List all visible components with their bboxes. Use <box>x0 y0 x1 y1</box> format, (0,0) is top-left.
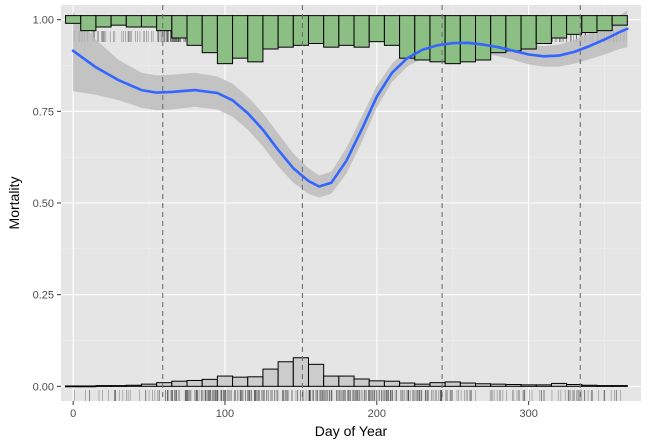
top-hist-bar <box>292 15 309 46</box>
top-hist-bar <box>383 15 401 46</box>
bottom-hist-bar <box>125 384 142 387</box>
bottom-hist-bar <box>232 376 249 387</box>
bottom-hist-bar <box>505 384 522 387</box>
bottom-hist-bar <box>323 375 340 387</box>
bottom-hist-bar <box>520 384 537 387</box>
y-tick-label: 0.25 <box>33 290 54 302</box>
bottom-hist-bar <box>156 382 173 387</box>
x-tick-label: 300 <box>519 408 537 420</box>
bottom-hist-bar <box>140 383 158 387</box>
bottom-hist-bar <box>65 385 82 388</box>
top-hist-bar <box>95 15 112 28</box>
x-tick-label: 0 <box>70 408 76 420</box>
bottom-hist-bar <box>277 361 294 387</box>
bottom-hist-bar <box>292 357 309 387</box>
top-hist-bar <box>232 15 249 59</box>
top-hist-bar <box>581 15 598 33</box>
bottom-hist-bar <box>475 383 492 387</box>
bottom-hist-bar <box>368 380 385 387</box>
y-tick-label: 0.00 <box>33 381 54 393</box>
bottom-hist-bar <box>535 384 552 387</box>
top-hist-bar <box>399 15 416 59</box>
bottom-hist-bar <box>611 385 628 387</box>
confidence-ribbon-layer <box>73 10 628 198</box>
top-hist-bar <box>171 15 188 39</box>
top-hist-bar <box>186 15 203 46</box>
y-tick-label: 1.00 <box>33 15 54 27</box>
bottom-hist-bar <box>429 382 446 387</box>
top-hist-bar <box>459 15 477 63</box>
top-hist-bar <box>156 15 173 32</box>
x-tick-label: 200 <box>368 408 386 420</box>
bottom-hist-bar <box>95 385 112 387</box>
top-hist-bar <box>444 15 461 65</box>
bottom-hist-bar <box>171 380 188 387</box>
top-hist-bar <box>611 15 628 26</box>
top-hist-bar <box>201 15 218 54</box>
bottom-hist-bar <box>216 375 234 387</box>
y-axis-ticks: 0.00 0.25 0.50 0.75 1.00 <box>33 15 61 393</box>
bottom-hist-bar <box>353 378 370 387</box>
top-hist-bar <box>65 15 82 24</box>
top-hist-bar <box>247 15 264 63</box>
bottom-hist-bar <box>262 368 279 387</box>
bottom-hist-bar <box>80 385 97 388</box>
top-hist-bar <box>566 15 583 35</box>
bottom-hist-bar <box>414 383 431 387</box>
smooth-curve <box>71 27 629 188</box>
x-axis-ticks: 0 100 200 300 <box>70 401 538 420</box>
bottom-hist-bar <box>459 382 477 387</box>
top-hist-bar <box>535 15 552 44</box>
top-hist-bar <box>338 15 355 46</box>
top-hist-bar <box>475 15 492 61</box>
y-axis-title: Mortality <box>6 177 22 230</box>
top-hist-bar <box>80 15 97 32</box>
top-hist-bar <box>216 15 234 65</box>
top-hist-bar <box>262 15 279 50</box>
confidence-ribbon <box>73 10 628 198</box>
bottom-hist-bar <box>307 363 325 387</box>
top-hist-bar <box>140 15 158 28</box>
bottom-hist-bar <box>247 376 264 387</box>
bottom-hist-bar <box>383 380 401 387</box>
x-tick-label: 100 <box>216 408 234 420</box>
bottom-hist-bar <box>566 384 583 387</box>
y-tick-label: 0.75 <box>33 106 54 118</box>
bottom-hist-bar <box>550 382 568 387</box>
top-hist-bar <box>596 15 613 32</box>
top-hist-bar <box>307 15 325 44</box>
smooth-curve-layer <box>71 27 629 188</box>
bottom-hist-bar <box>186 379 203 387</box>
top-hist-bar <box>277 15 294 48</box>
top-hist-bar <box>550 15 568 39</box>
y-tick-label: 0.50 <box>33 198 54 210</box>
top-hist-bar <box>505 15 522 52</box>
bottom-hist-bar <box>581 384 598 387</box>
top-hist-bar <box>110 15 127 26</box>
rug-bottom <box>74 390 621 401</box>
top-hist-bar <box>429 15 446 63</box>
bottom-hist-bar <box>399 382 416 387</box>
top-hist-bar <box>520 15 537 50</box>
bottom-histogram <box>65 357 628 388</box>
bottom-hist-bar <box>444 381 461 387</box>
top-histogram <box>65 15 628 65</box>
reference-lines <box>162 5 581 401</box>
bottom-hist-bar <box>110 385 127 387</box>
top-hist-bar <box>125 15 142 28</box>
top-hist-bar <box>353 15 370 48</box>
bottom-hist-bar <box>490 383 507 387</box>
bottom-hist-bar <box>596 385 613 387</box>
top-hist-bar <box>323 15 340 48</box>
bottom-hist-bar <box>201 378 218 387</box>
bottom-hist-bar <box>338 375 355 387</box>
top-hist-bar <box>368 15 385 43</box>
x-axis-title: Day of Year <box>315 423 388 439</box>
